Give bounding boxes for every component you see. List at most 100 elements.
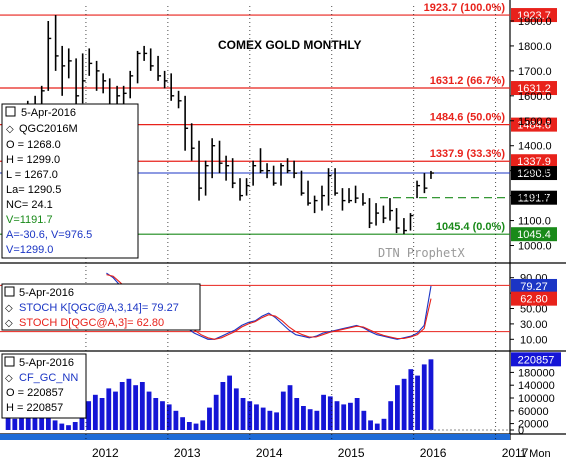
info-symbol: QGC2016M [19,123,78,135]
oi-bar [72,422,78,430]
info-volume: V=1191.7 [6,214,53,226]
x-tick-label: 2017 [502,446,529,460]
current-price-text: 1290.5 [517,168,551,180]
y-tick-label: 1400.0 [518,141,552,153]
x-tick-label: 2015 [338,446,365,460]
fib-tag-text: 1045.4 [517,229,551,241]
fib-tag-text: 1631.2 [517,83,551,95]
oi-bar [341,404,347,430]
y-tick-label: 1000.0 [518,241,552,253]
oi-value-tag [511,352,561,367]
oi-bar [92,394,98,430]
oi-bar [119,382,125,430]
oi-bar [213,394,219,430]
oi-bar [254,404,259,430]
oi-bar [294,398,300,430]
oi-y-tick-label: 60000 [518,406,549,418]
oi-bar [32,410,38,430]
current-price-tag [511,166,557,181]
price-info-box: 5-Apr-2016 ◇ QGC2016M O = 1268.0 H = 129… [1,103,139,259]
oi-y-tick-label: 0 [518,425,524,437]
fib-tag [511,81,557,96]
oi-bar [153,398,159,430]
stoch-value-tag [511,291,557,306]
oi-bar [106,388,112,430]
oi-bar [408,369,414,430]
oi-high: H = 220857 [6,402,63,414]
x-tick-label: 2013 [174,446,201,460]
info-box-toggle[interactable] [5,106,16,117]
oi-bar [173,410,179,430]
y-tick-label: 1800.0 [518,41,552,53]
oi-bar [327,396,333,430]
oi-series-label: CF_GC_NN [19,372,78,384]
info-low: L = 1267.0 [6,169,58,181]
oi-bar [166,404,172,430]
oi-bar [99,398,105,430]
info-net-change: NC= 24.1 [6,199,53,211]
diamond-icon: ◇ [6,124,14,135]
oi-bar [207,407,212,430]
oi-open: O = 220857 [6,387,64,399]
oi-bar [86,401,92,430]
oi-bar [39,412,45,430]
fib-tag-text: 1923.7 [517,10,551,22]
fib-tag-text: 1484.6 [517,120,551,132]
oi-y-tick-label: 100000 [518,393,555,405]
oi-bar [193,423,199,430]
oi-bar [52,420,58,430]
oi-bar [180,417,186,430]
oi-y-tick-label: 180000 [518,367,555,379]
oi-bar [133,385,139,430]
y-tick-label: 1100.0 [518,216,551,228]
oi-bar [280,391,286,430]
oi-bar [260,407,266,430]
volume-tag-text: 1191.7 [518,193,551,205]
oi-bar [354,398,360,430]
info-avg: A=-30.6, V=976.5 [6,229,92,241]
oi-bar [267,410,273,430]
x-tick-label: 2014 [256,446,283,460]
watermark: DTN ProphetX [378,246,465,260]
oi-bar [374,423,380,430]
fib-label: 1923.7 (100.0%) [424,2,506,14]
stoch-value-text: 79.27 [520,281,548,293]
stoch-d-label: STOCH D[QGC@A,3]= 62.80 [19,317,164,329]
stoch-legend: 5-Apr-2016 ◇ STOCH K[QGC@A,3,14]= 79.27 … [1,283,201,331]
diamond-icon: ◇ [5,373,13,384]
fib-tag-text: 1337.9 [517,156,551,168]
oi-toggle[interactable] [4,356,15,367]
oi-bar [388,401,394,430]
oi-bar [12,418,18,430]
oi-bar [428,359,434,430]
oi-date: 5-Apr-2016 [19,357,74,369]
stoch-value-tag [511,278,557,293]
stoch-value-text: 62.80 [520,294,548,306]
oi-bar [307,409,313,430]
oi-bar [314,410,320,430]
oi-bar [240,398,246,430]
oi-bar [233,388,239,430]
oi-bar [381,418,387,430]
oi-bar [421,364,427,430]
oi-bar [227,375,232,430]
oi-bar [361,410,367,430]
y-tick-label: 1300.0 [518,166,552,178]
oi-bar [401,378,407,430]
stoch-y-tick-label: 10.00 [520,334,548,346]
oi-bar [146,391,152,430]
stoch-toggle[interactable] [4,286,15,297]
oi-bar [126,378,132,430]
oi-bar [45,417,51,430]
oi-bar [274,412,279,430]
stoch-y-tick-label: 50.00 [520,304,548,316]
oi-bar [321,394,326,430]
info-date: 5-Apr-2016 [21,107,76,119]
info-open: O = 1268.0 [6,139,61,151]
volume-tag [511,190,557,205]
oi-bar [220,382,226,430]
stoch-k-label: STOCH K[QGC@A,3,14]= 79.27 [19,302,179,314]
period-label: 1 Mon [520,448,551,460]
oi-bar [113,391,118,430]
